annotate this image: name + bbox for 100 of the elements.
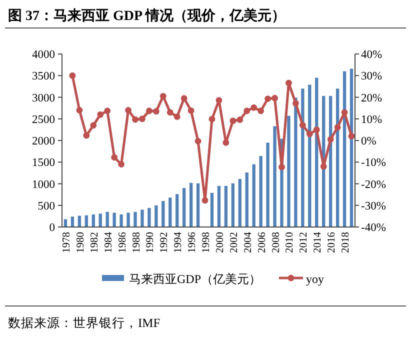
x-tick-label: 2008 bbox=[270, 232, 282, 253]
bar bbox=[84, 215, 88, 227]
bar bbox=[259, 156, 262, 227]
x-tick-label: 1986 bbox=[117, 232, 128, 253]
bar bbox=[126, 212, 130, 227]
bar bbox=[196, 183, 200, 227]
y2-tick-label: -10% bbox=[361, 157, 386, 170]
y-tick-label: 3000 bbox=[32, 92, 56, 104]
bar bbox=[154, 205, 158, 227]
point bbox=[132, 116, 138, 123]
y-tick-label: 4000 bbox=[32, 49, 56, 61]
x-tick-label: 1990 bbox=[145, 232, 156, 253]
y2-tick-label: -20% bbox=[361, 178, 386, 191]
point bbox=[348, 132, 355, 140]
source-note: 数据来源：世界银行，IMF bbox=[8, 316, 160, 330]
point bbox=[118, 161, 124, 168]
point bbox=[97, 111, 104, 118]
point bbox=[334, 124, 341, 131]
bar bbox=[189, 182, 193, 227]
bar bbox=[252, 164, 256, 227]
y-tick-label: 0 bbox=[49, 222, 56, 234]
legend-label: yoy bbox=[306, 272, 324, 286]
y-tick-label: 1500 bbox=[32, 157, 56, 170]
bar bbox=[238, 178, 242, 227]
bar bbox=[112, 212, 116, 227]
point bbox=[139, 116, 146, 122]
y-tick-label: 1000 bbox=[32, 178, 56, 191]
y2-tick-label: 0% bbox=[361, 136, 377, 148]
y2-tick-label: -30% bbox=[361, 200, 386, 212]
bar bbox=[182, 188, 186, 227]
bar bbox=[308, 84, 312, 227]
y-tick-label: 3500 bbox=[32, 70, 56, 83]
point bbox=[292, 100, 299, 107]
point bbox=[222, 139, 230, 146]
point bbox=[111, 154, 118, 161]
bar bbox=[350, 68, 354, 227]
x-tick-label: 2016 bbox=[326, 232, 338, 253]
point bbox=[250, 104, 258, 111]
point bbox=[83, 132, 90, 139]
point bbox=[188, 107, 194, 114]
bar bbox=[148, 208, 151, 227]
bar bbox=[210, 192, 214, 227]
y2-tick-label: -40% bbox=[361, 222, 386, 234]
bar bbox=[245, 172, 248, 227]
point bbox=[216, 97, 222, 104]
bar bbox=[342, 71, 346, 227]
point bbox=[194, 138, 202, 144]
x-tick-label: 1982 bbox=[89, 232, 100, 253]
legend-label: 马来西亚GDP（亿美元） bbox=[129, 272, 262, 286]
bar bbox=[301, 88, 304, 227]
x-tick-label: 1984 bbox=[103, 231, 114, 253]
point bbox=[272, 94, 278, 102]
bar bbox=[64, 219, 68, 227]
point bbox=[286, 80, 292, 86]
x-tick-label: 2018 bbox=[340, 232, 352, 253]
point bbox=[236, 116, 244, 123]
bar bbox=[120, 214, 123, 227]
y-tick-label: 2000 bbox=[32, 136, 56, 148]
x-tick-label: 1988 bbox=[131, 232, 142, 253]
bar bbox=[231, 183, 234, 227]
x-tick-label: 1998 bbox=[201, 232, 212, 253]
point bbox=[230, 118, 236, 124]
x-tick-label: 1980 bbox=[75, 232, 86, 253]
bar bbox=[294, 98, 298, 227]
point bbox=[180, 95, 188, 102]
bar bbox=[217, 186, 221, 227]
x-tick-label: 1996 bbox=[187, 232, 198, 253]
point bbox=[166, 109, 174, 116]
point bbox=[160, 92, 166, 100]
bar bbox=[140, 210, 144, 227]
point bbox=[264, 96, 271, 102]
point bbox=[258, 108, 264, 114]
point bbox=[76, 107, 83, 114]
point bbox=[278, 164, 285, 170]
x-tick-label: 2000 bbox=[214, 232, 226, 253]
x-tick-label: 2004 bbox=[242, 231, 254, 253]
y-tick-label: 2500 bbox=[32, 114, 56, 126]
y2-tick-label: 30% bbox=[361, 70, 382, 83]
x-tick-label: 1978 bbox=[61, 232, 72, 253]
x-tick-label: 1992 bbox=[159, 232, 170, 253]
point bbox=[152, 108, 160, 115]
y2-tick-label: 20% bbox=[361, 92, 382, 104]
bar bbox=[273, 126, 276, 227]
point bbox=[306, 130, 313, 138]
bar bbox=[224, 186, 228, 227]
point bbox=[313, 126, 320, 133]
bar bbox=[106, 212, 109, 227]
y-tick-label: 500 bbox=[38, 200, 56, 212]
bar bbox=[266, 142, 270, 227]
x-tick-label: 2002 bbox=[228, 232, 240, 253]
bar bbox=[176, 194, 179, 227]
point bbox=[341, 109, 348, 116]
point bbox=[244, 108, 250, 114]
bar bbox=[98, 214, 102, 227]
y2-tick-label: 10% bbox=[361, 114, 382, 126]
x-tick-label: 1994 bbox=[173, 231, 184, 253]
bar bbox=[336, 88, 340, 227]
bar bbox=[168, 198, 172, 227]
bar bbox=[287, 116, 290, 227]
point bbox=[104, 108, 111, 114]
